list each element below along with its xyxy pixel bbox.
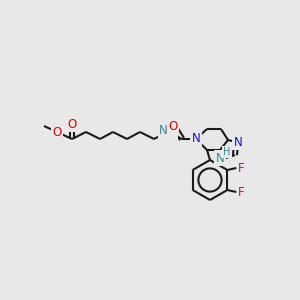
Text: H: H bbox=[223, 147, 231, 157]
Text: O: O bbox=[52, 125, 62, 139]
Text: O: O bbox=[68, 118, 76, 130]
Text: F: F bbox=[238, 185, 244, 199]
Text: N: N bbox=[192, 131, 200, 145]
Text: O: O bbox=[168, 119, 178, 133]
Text: NH: NH bbox=[159, 124, 177, 137]
Text: F: F bbox=[238, 161, 244, 175]
Text: N: N bbox=[216, 152, 224, 164]
Text: N: N bbox=[234, 136, 242, 148]
